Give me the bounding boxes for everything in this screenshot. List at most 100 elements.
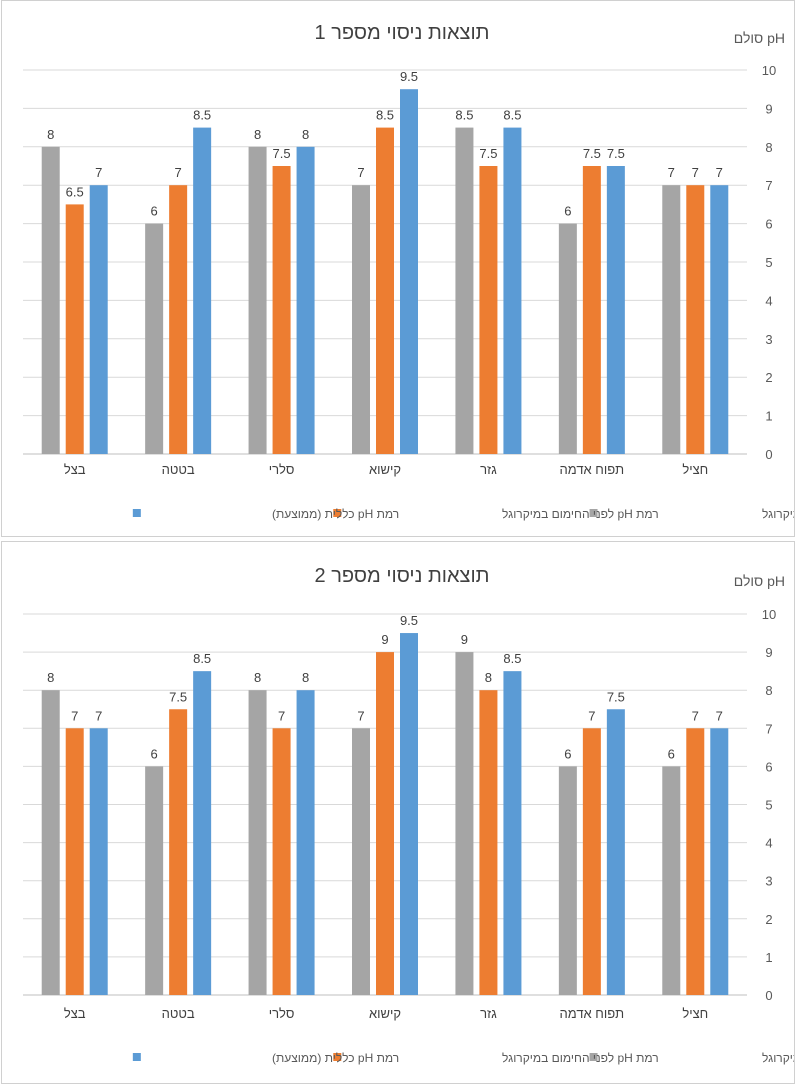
bar <box>169 709 188 995</box>
legend-swatch <box>132 509 141 517</box>
y-tick-label: 2 <box>765 370 772 385</box>
category-label: חציל <box>682 462 708 477</box>
y-tick-label: 2 <box>765 912 772 927</box>
data-label: 7 <box>588 708 595 723</box>
chart-2: תוצאות ניסוי מספר 2 סולם pH 0 1 2 3 4 5 6 7 8 9 10 חצ… <box>23 565 794 1065</box>
bar <box>248 146 267 455</box>
legend-swatch <box>589 509 598 517</box>
bar <box>376 652 394 995</box>
data-label: 6 <box>151 204 158 219</box>
bar <box>272 728 291 995</box>
bar <box>41 690 60 995</box>
y-tick-label: 10 <box>762 63 776 78</box>
data-label: 7.5 <box>607 689 625 704</box>
data-label: 6 <box>668 746 675 761</box>
bar <box>686 185 705 454</box>
y-tick-label: 8 <box>765 140 772 155</box>
legend-label: רמת pH לפני החימום במיקרוגל <box>502 507 659 521</box>
y-tick-label: 5 <box>765 255 772 270</box>
bar <box>89 728 108 995</box>
data-label: 8.5 <box>193 108 211 123</box>
data-label: 9 <box>381 632 388 647</box>
y-tick-label: 9 <box>765 101 772 116</box>
bar <box>503 127 522 454</box>
y-tick-label: 0 <box>765 988 772 1003</box>
bar <box>352 728 370 995</box>
data-label: 8.5 <box>503 108 521 123</box>
bar <box>662 185 681 454</box>
category-label: בצל <box>64 462 86 477</box>
bar <box>455 652 474 995</box>
y-axis-label: סולם pH <box>734 573 785 589</box>
bar <box>710 728 729 995</box>
data-label: 6.5 <box>66 184 84 199</box>
bar <box>145 766 164 995</box>
category-label: תפוח אדמה <box>560 462 625 477</box>
y-tick-label: 1 <box>765 950 772 965</box>
category-label: קישוא <box>369 1006 401 1021</box>
data-label: 8 <box>47 670 54 685</box>
data-label: 7 <box>357 165 364 180</box>
bar <box>193 671 212 995</box>
bar <box>65 204 84 454</box>
data-label: 8 <box>254 670 261 685</box>
data-label: 7.5 <box>273 146 291 161</box>
data-label: 8.5 <box>503 651 521 666</box>
bar <box>479 166 498 454</box>
y-axis-label: סולם pH <box>734 30 785 46</box>
data-label: 9 <box>461 632 468 647</box>
bar <box>296 690 315 995</box>
bar <box>558 766 577 995</box>
data-label: 8.5 <box>455 108 473 123</box>
data-label: 7 <box>71 708 78 723</box>
data-label: 7 <box>278 708 285 723</box>
data-label: 7 <box>175 165 182 180</box>
data-label: 7 <box>692 708 699 723</box>
data-label: 7 <box>668 165 675 180</box>
bar <box>606 166 625 454</box>
y-tick-label: 10 <box>762 607 776 622</box>
bar <box>145 223 164 454</box>
bar <box>65 728 84 995</box>
y-tick-label: 4 <box>765 293 772 308</box>
data-label: 7.5 <box>607 146 625 161</box>
bar <box>400 89 418 454</box>
data-label: 8 <box>302 670 309 685</box>
legend-swatch <box>589 1053 598 1061</box>
legend-swatch <box>333 1053 342 1061</box>
data-label: 8.5 <box>193 651 211 666</box>
data-label: 7.5 <box>479 146 497 161</box>
data-label: 7 <box>716 165 723 180</box>
data-label: 7 <box>716 708 723 723</box>
y-tick-label: 9 <box>765 645 772 660</box>
bar <box>41 146 60 455</box>
bar <box>582 728 601 995</box>
legend-swatch <box>132 1053 141 1061</box>
legend-label: רמת pH אחרי החימום במיקרוגל <box>762 507 794 521</box>
bar <box>272 166 291 454</box>
data-label: 7.5 <box>583 146 601 161</box>
bar <box>376 127 394 454</box>
bar <box>710 185 729 454</box>
data-label: 7 <box>692 165 699 180</box>
y-tick-label: 3 <box>765 874 772 889</box>
bar <box>352 185 370 454</box>
data-label: 8 <box>47 127 54 142</box>
y-tick-label: 8 <box>765 683 772 698</box>
data-label: 7 <box>95 165 102 180</box>
data-label: 7.5 <box>169 689 187 704</box>
bar <box>89 185 108 454</box>
category-label: בטטה <box>162 1006 195 1021</box>
bar <box>662 766 681 995</box>
category-label: גזר <box>480 462 497 477</box>
bar <box>296 146 315 455</box>
chart-1: תוצאות ניסוי מספר 1 סולם pH 0 1 2 3 4 5 6 7 8 9 10 חצ… <box>23 22 794 521</box>
data-label: 6 <box>564 204 571 219</box>
chart-1-panel: תוצאות ניסוי מספר 1 סולם pH 0 1 2 3 4 5 6 7 8 9 10 חצ… <box>1 0 795 537</box>
category-label: בטטה <box>162 462 195 477</box>
y-tick-label: 4 <box>765 836 772 851</box>
legend-label: רמת pH לפני החימום במיקרוגל <box>502 1051 659 1065</box>
category-label: סלרי <box>269 462 295 477</box>
category-label: גזר <box>480 1006 497 1021</box>
y-tick-label: 5 <box>765 798 772 813</box>
